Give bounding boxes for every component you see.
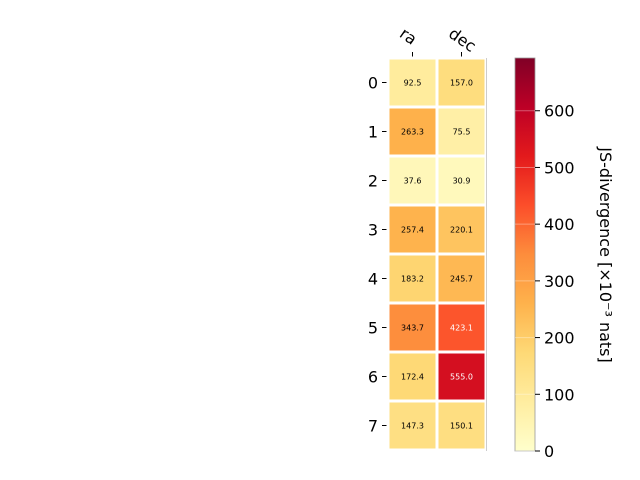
row-label: 6	[368, 368, 378, 387]
row-label: 1	[368, 123, 378, 142]
colorbar-tick-label: 600	[544, 102, 575, 121]
cell-value-label: 92.5	[404, 79, 422, 88]
cell-value-label: 423.1	[450, 324, 473, 333]
heatmap-cell	[435, 154, 488, 207]
colorbar-tick-label: 200	[544, 329, 575, 348]
cell-value-label: 183.2	[401, 275, 424, 284]
heatmap-cell	[435, 56, 488, 109]
heatmap-cell	[386, 203, 439, 256]
cell-value-label: 172.4	[401, 373, 424, 382]
cell-value-label: 157.0	[450, 79, 473, 88]
heatmap-cell	[386, 252, 439, 305]
row-label: 3	[368, 221, 378, 240]
row-label: 0	[368, 74, 378, 93]
cell-value-label: 555.0	[450, 373, 473, 382]
row-labels: 0 1 2 3 4 5 6 7	[368, 74, 387, 436]
row-label: 4	[368, 270, 378, 289]
cell-value-label: 75.5	[453, 128, 471, 137]
cell-value-label: 245.7	[450, 275, 473, 284]
heatmap-cell	[435, 399, 488, 452]
cell-value-label: 220.1	[450, 226, 473, 235]
column-labels: ra dec	[396, 24, 480, 57]
cell-value-label: 37.6	[404, 177, 422, 186]
colorbar-tick-label: 500	[544, 158, 575, 177]
cell-value-label: 343.7	[401, 324, 424, 333]
colorbar-tick-label: 400	[544, 215, 575, 234]
colorbar-tick-label: 0	[544, 442, 554, 461]
column-label: dec	[445, 24, 479, 56]
colorbar-label: JS-divergence [×10⁻³ nats]	[596, 146, 615, 362]
colorbar-tick-label: 300	[544, 272, 575, 291]
row-label: 7	[368, 417, 378, 436]
cell-value-label: 30.9	[453, 177, 471, 186]
heatmap-cells: 92.5 157.0 263.3 75.5 37.6 30.9 257.4 220.1 183.…	[386, 56, 488, 452]
column-label: ra	[396, 24, 420, 49]
colorbar-tick-label: 100	[544, 385, 575, 404]
heatmap-cell	[435, 105, 488, 158]
heatmap-cell	[386, 399, 439, 452]
heatmap-cell	[386, 154, 439, 207]
heatmap-cell	[435, 350, 488, 403]
colorbar-gradient	[514, 57, 536, 452]
row-label: 2	[368, 172, 378, 191]
colorbar: 0 100 200 300 400 500 600	[514, 57, 575, 461]
cell-value-label: 257.4	[401, 226, 424, 235]
cell-value-label: 150.1	[450, 422, 473, 431]
cell-value-label: 263.3	[401, 128, 424, 137]
row-label: 5	[368, 319, 378, 338]
heatmap-cell	[435, 252, 488, 305]
cell-value-label: 147.3	[401, 422, 424, 431]
